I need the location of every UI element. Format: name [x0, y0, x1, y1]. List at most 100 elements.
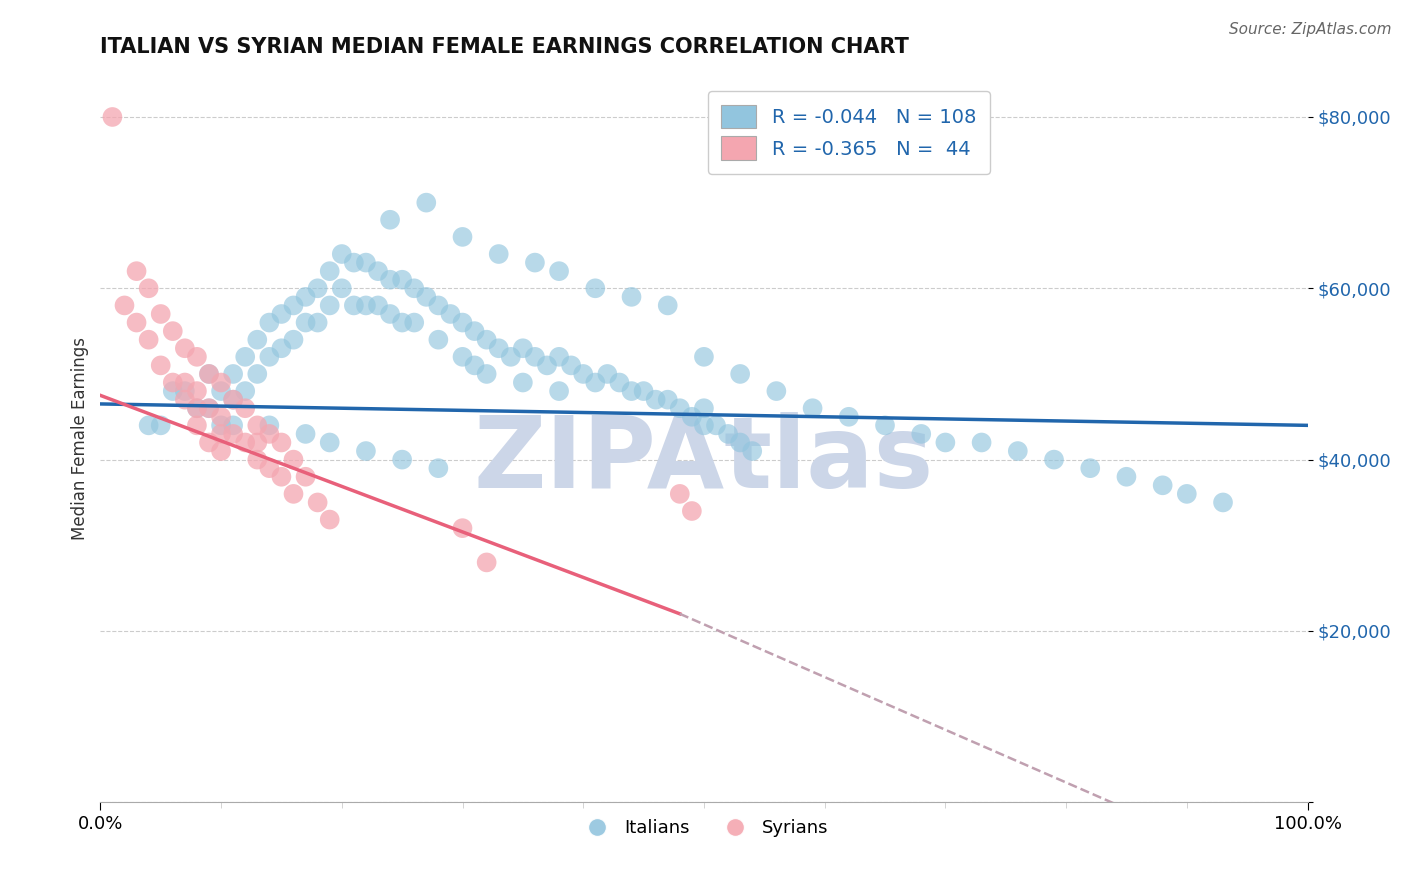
Point — [1078, 461, 1101, 475]
Point — [198, 367, 221, 381]
Point — [209, 384, 232, 398]
Point — [222, 418, 245, 433]
Point — [801, 401, 824, 416]
Point — [222, 367, 245, 381]
Point — [198, 401, 221, 416]
Point — [404, 281, 426, 295]
Point — [319, 264, 342, 278]
Point — [378, 212, 401, 227]
Point — [186, 401, 208, 416]
Point — [259, 426, 281, 441]
Point — [620, 384, 643, 398]
Point — [138, 281, 160, 295]
Point — [283, 333, 305, 347]
Point — [233, 384, 256, 398]
Point — [259, 418, 281, 433]
Point — [173, 376, 195, 390]
Text: ZIPAtlas: ZIPAtlas — [474, 411, 934, 508]
Point — [354, 298, 377, 312]
Point — [512, 341, 534, 355]
Point — [149, 418, 172, 433]
Point — [499, 350, 522, 364]
Point — [259, 350, 281, 364]
Point — [283, 452, 305, 467]
Point — [283, 298, 305, 312]
Point — [548, 264, 571, 278]
Point — [391, 273, 413, 287]
Point — [270, 469, 292, 483]
Point — [668, 401, 690, 416]
Point — [910, 426, 932, 441]
Point — [1175, 487, 1198, 501]
Point — [149, 307, 172, 321]
Point — [270, 435, 292, 450]
Point — [233, 435, 256, 450]
Point — [475, 556, 498, 570]
Point — [173, 384, 195, 398]
Point — [283, 487, 305, 501]
Point — [620, 290, 643, 304]
Point — [451, 521, 474, 535]
Point — [343, 255, 366, 269]
Point — [246, 333, 269, 347]
Point — [101, 110, 124, 124]
Y-axis label: Median Female Earnings: Median Female Earnings — [72, 336, 89, 540]
Point — [536, 359, 558, 373]
Point — [378, 273, 401, 287]
Point — [728, 367, 751, 381]
Point — [186, 418, 208, 433]
Point — [330, 247, 353, 261]
Point — [222, 392, 245, 407]
Point — [439, 307, 461, 321]
Point — [704, 418, 727, 433]
Point — [354, 444, 377, 458]
Point — [307, 495, 329, 509]
Point — [693, 401, 716, 416]
Point — [934, 435, 956, 450]
Point — [596, 367, 619, 381]
Point — [415, 195, 437, 210]
Point — [873, 418, 896, 433]
Point — [451, 316, 474, 330]
Point — [523, 255, 546, 269]
Point — [548, 350, 571, 364]
Point — [488, 247, 510, 261]
Point — [427, 461, 450, 475]
Point — [294, 469, 316, 483]
Point — [319, 435, 342, 450]
Point — [294, 316, 316, 330]
Point — [233, 350, 256, 364]
Point — [125, 316, 148, 330]
Point — [209, 409, 232, 424]
Point — [451, 230, 474, 244]
Point — [138, 333, 160, 347]
Point — [644, 392, 666, 407]
Point — [259, 316, 281, 330]
Point — [765, 384, 787, 398]
Point — [162, 324, 184, 338]
Point — [1212, 495, 1234, 509]
Point — [186, 384, 208, 398]
Point — [1007, 444, 1029, 458]
Point — [728, 435, 751, 450]
Point — [162, 384, 184, 398]
Point — [319, 512, 342, 526]
Point — [294, 426, 316, 441]
Point — [209, 426, 232, 441]
Point — [354, 255, 377, 269]
Point — [668, 487, 690, 501]
Text: Source: ZipAtlas.com: Source: ZipAtlas.com — [1229, 22, 1392, 37]
Point — [560, 359, 582, 373]
Point — [464, 324, 486, 338]
Point — [246, 435, 269, 450]
Point — [209, 444, 232, 458]
Point — [681, 409, 703, 424]
Point — [198, 367, 221, 381]
Point — [1043, 452, 1066, 467]
Point — [114, 298, 136, 312]
Legend: Italians, Syrians: Italians, Syrians — [572, 812, 835, 844]
Point — [319, 298, 342, 312]
Point — [717, 426, 740, 441]
Point — [572, 367, 595, 381]
Point — [246, 367, 269, 381]
